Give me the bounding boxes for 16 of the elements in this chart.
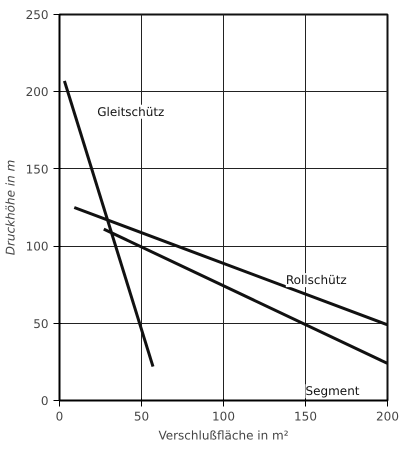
- x-tick-label: 150: [294, 410, 317, 424]
- x-tick-label: 0: [56, 410, 64, 424]
- text: Segment: [306, 384, 360, 398]
- x-tick-label: 200: [376, 410, 399, 424]
- x-tick-label: 50: [134, 410, 150, 424]
- y-tick-label: 100: [26, 240, 48, 254]
- y-axis-title: Druckhöhe in m: [4, 160, 18, 256]
- y-tick-label: 150: [26, 162, 48, 176]
- y-tick-label: 50: [33, 316, 49, 331]
- y-tick-label: 200: [26, 85, 48, 100]
- x-tick-label: 100: [212, 410, 235, 424]
- x-axis-title: Verschlußfläche in m²: [158, 428, 289, 442]
- y-tick-label: 0: [40, 394, 49, 408]
- series-label: Gleitschütz: [97, 104, 164, 119]
- y-tick-label: 250: [26, 8, 48, 22]
- series-label: Rollschütz: [286, 273, 347, 288]
